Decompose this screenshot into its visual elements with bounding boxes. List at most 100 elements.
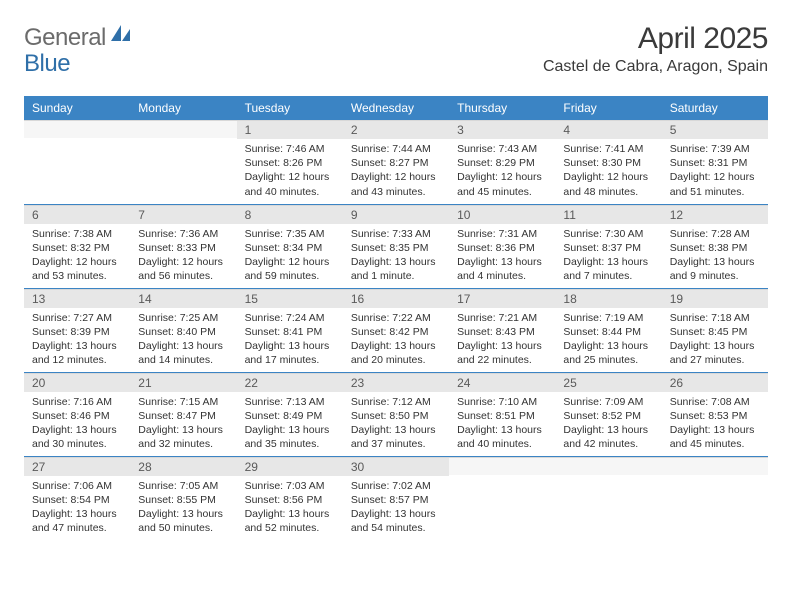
calendar-cell: 20Sunrise: 7:16 AMSunset: 8:46 PMDayligh… — [24, 372, 130, 456]
daylight-line1: Daylight: 13 hours — [32, 507, 122, 521]
calendar-week: 20Sunrise: 7:16 AMSunset: 8:46 PMDayligh… — [24, 372, 768, 456]
daynum-empty — [662, 457, 768, 475]
sunset-text: Sunset: 8:31 PM — [670, 156, 760, 170]
day-number: 15 — [237, 289, 343, 308]
day-number: 17 — [449, 289, 555, 308]
sunset-text: Sunset: 8:27 PM — [351, 156, 441, 170]
day-details: Sunrise: 7:10 AMSunset: 8:51 PMDaylight:… — [449, 392, 555, 456]
daylight-line2: and 35 minutes. — [245, 437, 335, 451]
day-number: 10 — [449, 205, 555, 224]
sunrise-text: Sunrise: 7:39 AM — [670, 142, 760, 156]
calendar-cell: 11Sunrise: 7:30 AMSunset: 8:37 PMDayligh… — [555, 204, 661, 288]
calendar-cell: 12Sunrise: 7:28 AMSunset: 8:38 PMDayligh… — [662, 204, 768, 288]
day-details: Sunrise: 7:21 AMSunset: 8:43 PMDaylight:… — [449, 308, 555, 372]
sunset-text: Sunset: 8:46 PM — [32, 409, 122, 423]
daylight-line1: Daylight: 13 hours — [670, 255, 760, 269]
sunset-text: Sunset: 8:26 PM — [245, 156, 335, 170]
title-block: April 2025 Castel de Cabra, Aragon, Spai… — [543, 22, 768, 76]
daylight-line1: Daylight: 13 hours — [563, 255, 653, 269]
weekday-header: Saturday — [662, 96, 768, 120]
day-details: Sunrise: 7:35 AMSunset: 8:34 PMDaylight:… — [237, 224, 343, 288]
calendar-cell: 8Sunrise: 7:35 AMSunset: 8:34 PMDaylight… — [237, 204, 343, 288]
sunrise-text: Sunrise: 7:13 AM — [245, 395, 335, 409]
calendar-cell — [24, 120, 130, 204]
daylight-line2: and 37 minutes. — [351, 437, 441, 451]
day-number: 12 — [662, 205, 768, 224]
sunrise-text: Sunrise: 7:09 AM — [563, 395, 653, 409]
day-number: 13 — [24, 289, 130, 308]
sunset-text: Sunset: 8:49 PM — [245, 409, 335, 423]
weekday-header-row: Sunday Monday Tuesday Wednesday Thursday… — [24, 96, 768, 120]
daylight-line2: and 59 minutes. — [245, 269, 335, 283]
daylight-line2: and 51 minutes. — [670, 185, 760, 199]
sunset-text: Sunset: 8:53 PM — [670, 409, 760, 423]
daylight-line2: and 30 minutes. — [32, 437, 122, 451]
calendar-cell: 22Sunrise: 7:13 AMSunset: 8:49 PMDayligh… — [237, 372, 343, 456]
calendar-cell: 6Sunrise: 7:38 AMSunset: 8:32 PMDaylight… — [24, 204, 130, 288]
calendar-cell: 14Sunrise: 7:25 AMSunset: 8:40 PMDayligh… — [130, 288, 236, 372]
day-number: 30 — [343, 457, 449, 476]
sunset-text: Sunset: 8:29 PM — [457, 156, 547, 170]
daylight-line1: Daylight: 13 hours — [245, 423, 335, 437]
calendar-cell: 23Sunrise: 7:12 AMSunset: 8:50 PMDayligh… — [343, 372, 449, 456]
daylight-line1: Daylight: 13 hours — [245, 339, 335, 353]
daylight-line1: Daylight: 13 hours — [457, 255, 547, 269]
calendar-cell: 10Sunrise: 7:31 AMSunset: 8:36 PMDayligh… — [449, 204, 555, 288]
daylight-line2: and 17 minutes. — [245, 353, 335, 367]
day-details: Sunrise: 7:38 AMSunset: 8:32 PMDaylight:… — [24, 224, 130, 288]
day-details: Sunrise: 7:44 AMSunset: 8:27 PMDaylight:… — [343, 139, 449, 203]
daylight-line1: Daylight: 13 hours — [245, 507, 335, 521]
day-number: 3 — [449, 120, 555, 139]
calendar-week: 6Sunrise: 7:38 AMSunset: 8:32 PMDaylight… — [24, 204, 768, 288]
day-number: 1 — [237, 120, 343, 139]
sunset-text: Sunset: 8:40 PM — [138, 325, 228, 339]
weekday-header: Friday — [555, 96, 661, 120]
daylight-line1: Daylight: 13 hours — [563, 423, 653, 437]
calendar-week: 1Sunrise: 7:46 AMSunset: 8:26 PMDaylight… — [24, 120, 768, 204]
weekday-header: Thursday — [449, 96, 555, 120]
day-details: Sunrise: 7:24 AMSunset: 8:41 PMDaylight:… — [237, 308, 343, 372]
sunrise-text: Sunrise: 7:10 AM — [457, 395, 547, 409]
month-title: April 2025 — [543, 22, 768, 56]
sunset-text: Sunset: 8:42 PM — [351, 325, 441, 339]
daylight-line2: and 48 minutes. — [563, 185, 653, 199]
daylight-line1: Daylight: 12 hours — [457, 170, 547, 184]
sunset-text: Sunset: 8:47 PM — [138, 409, 228, 423]
day-details: Sunrise: 7:46 AMSunset: 8:26 PMDaylight:… — [237, 139, 343, 203]
day-details: Sunrise: 7:41 AMSunset: 8:30 PMDaylight:… — [555, 139, 661, 203]
calendar-cell — [449, 456, 555, 540]
daylight-line2: and 22 minutes. — [457, 353, 547, 367]
daylight-line2: and 27 minutes. — [670, 353, 760, 367]
sunset-text: Sunset: 8:34 PM — [245, 241, 335, 255]
page: General April 2025 Castel de Cabra, Arag… — [0, 0, 792, 540]
daylight-line2: and 52 minutes. — [245, 521, 335, 535]
sunset-text: Sunset: 8:33 PM — [138, 241, 228, 255]
daylight-line2: and 42 minutes. — [563, 437, 653, 451]
sunset-text: Sunset: 8:45 PM — [670, 325, 760, 339]
brand-part2: Blue — [24, 50, 70, 78]
day-number: 6 — [24, 205, 130, 224]
calendar-cell: 5Sunrise: 7:39 AMSunset: 8:31 PMDaylight… — [662, 120, 768, 204]
sunset-text: Sunset: 8:54 PM — [32, 493, 122, 507]
sunrise-text: Sunrise: 7:08 AM — [670, 395, 760, 409]
daylight-line2: and 45 minutes. — [457, 185, 547, 199]
daylight-line1: Daylight: 13 hours — [138, 339, 228, 353]
calendar-week: 13Sunrise: 7:27 AMSunset: 8:39 PMDayligh… — [24, 288, 768, 372]
sunrise-text: Sunrise: 7:27 AM — [32, 311, 122, 325]
day-details: Sunrise: 7:19 AMSunset: 8:44 PMDaylight:… — [555, 308, 661, 372]
sunset-text: Sunset: 8:37 PM — [563, 241, 653, 255]
calendar-table: Sunday Monday Tuesday Wednesday Thursday… — [24, 96, 768, 540]
sunrise-text: Sunrise: 7:44 AM — [351, 142, 441, 156]
sunrise-text: Sunrise: 7:06 AM — [32, 479, 122, 493]
sunrise-text: Sunrise: 7:43 AM — [457, 142, 547, 156]
day-details: Sunrise: 7:22 AMSunset: 8:42 PMDaylight:… — [343, 308, 449, 372]
day-number: 14 — [130, 289, 236, 308]
day-number: 25 — [555, 373, 661, 392]
day-number: 24 — [449, 373, 555, 392]
calendar-cell — [662, 456, 768, 540]
day-number: 21 — [130, 373, 236, 392]
sunrise-text: Sunrise: 7:46 AM — [245, 142, 335, 156]
daylight-line2: and 25 minutes. — [563, 353, 653, 367]
day-number: 20 — [24, 373, 130, 392]
weekday-header: Sunday — [24, 96, 130, 120]
